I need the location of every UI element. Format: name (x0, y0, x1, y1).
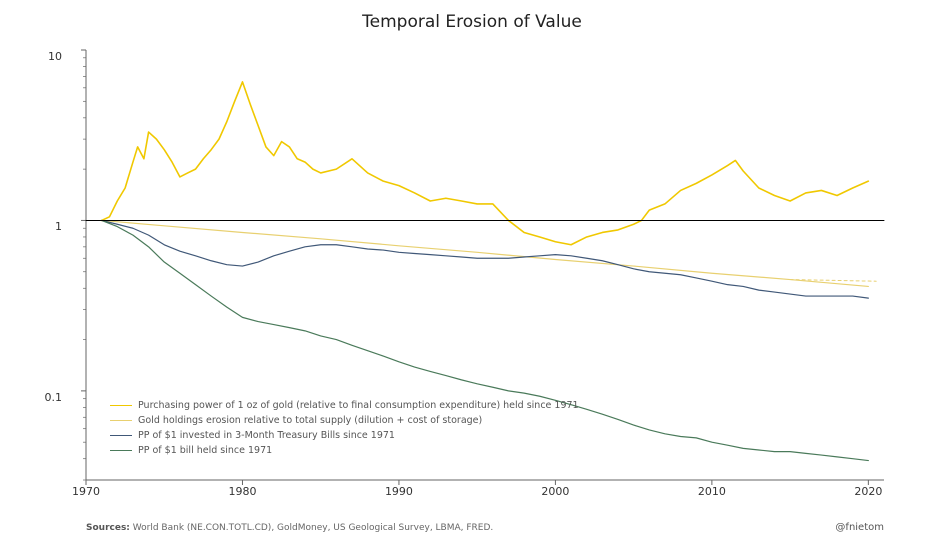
series-tbill (102, 220, 869, 298)
x-tick-label: 2020 (854, 485, 882, 498)
legend-item: Gold holdings erosion relative to total … (110, 413, 579, 428)
x-tick-label: 1990 (385, 485, 413, 498)
x-tick-label: 1980 (228, 485, 256, 498)
legend-swatch (110, 435, 132, 436)
legend-label: PP of $1 invested in 3-Month Treasury Bi… (138, 430, 395, 441)
plot-area: 0.1110 197019801990200020102020 Purchasi… (86, 50, 884, 480)
chart-container: Temporal Erosion of Value 0.1110 1970198… (0, 0, 944, 539)
legend-item: PP of $1 bill held since 1971 (110, 443, 579, 458)
series-gold_dilution (102, 220, 869, 286)
legend-swatch (110, 450, 132, 451)
x-tick-label: 1970 (72, 485, 100, 498)
legend-label: Purchasing power of 1 oz of gold (relati… (138, 400, 579, 411)
x-tick-label: 2000 (541, 485, 569, 498)
author-handle: @fnietom (835, 522, 884, 533)
sources-note: Sources: World Bank (NE.CON.TOTL.CD), Go… (86, 523, 493, 533)
legend-swatch (110, 405, 132, 406)
sources-text: World Bank (NE.CON.TOTL.CD), GoldMoney, … (130, 523, 493, 533)
x-tick-label: 2010 (698, 485, 726, 498)
legend: Purchasing power of 1 oz of gold (relati… (110, 398, 579, 458)
sources-label: Sources: (86, 523, 130, 533)
legend-label: Gold holdings erosion relative to total … (138, 415, 482, 426)
legend-item: Purchasing power of 1 oz of gold (relati… (110, 398, 579, 413)
legend-item: PP of $1 invested in 3-Month Treasury Bi… (110, 428, 579, 443)
legend-swatch (110, 420, 132, 421)
legend-label: PP of $1 bill held since 1971 (138, 445, 272, 456)
chart-title: Temporal Erosion of Value (0, 12, 944, 32)
